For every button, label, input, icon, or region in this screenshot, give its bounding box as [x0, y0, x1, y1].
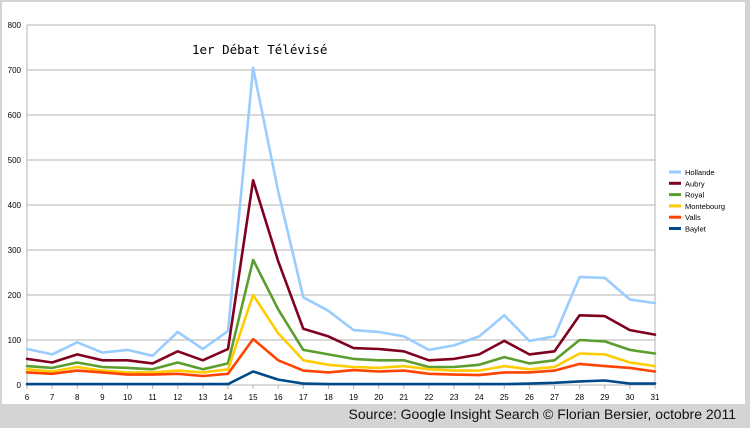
x-tick-label: 22	[424, 393, 433, 402]
x-tick-label: 18	[324, 393, 333, 402]
x-tick-label: 9	[100, 393, 105, 402]
x-tick-label: 19	[349, 393, 358, 402]
x-tick-label: 7	[50, 393, 55, 402]
series-lines	[25, 66, 657, 386]
x-tick-label: 24	[475, 393, 484, 402]
source-credit: Source: Google Insight Search © Florian …	[348, 406, 737, 422]
series-line-aubry	[25, 179, 657, 365]
legend-label-royal: Royal	[685, 191, 705, 200]
x-tick-label: 21	[399, 393, 408, 402]
line-chart: 0 100 200 300 400 500 600 700 800 6 7 8 9 10 11 12 13 14 1…	[8, 21, 725, 402]
axes: 0 100 200 300 400 500 600 700 800 6 7 8 9 10 11 12 13 14 1…	[8, 21, 660, 402]
y-tick-label: 400	[8, 201, 22, 210]
x-tick-label: 26	[525, 393, 534, 402]
series-line-montebourg	[25, 293, 657, 374]
y-tick-label: 500	[8, 156, 22, 165]
x-tick-label: 10	[123, 393, 132, 402]
x-tick-label: 29	[600, 393, 609, 402]
y-tick-label: 800	[8, 21, 22, 30]
series-line-valls	[25, 337, 657, 378]
x-tick-label: 8	[75, 393, 80, 402]
chart-panel: 0 100 200 300 400 500 600 700 800 6 7 8 9 10 11 12 13 14 1…	[2, 2, 745, 404]
legend: Hollande Aubry Royal Montebourg Valls Baylet	[669, 168, 725, 234]
x-tick-label: 11	[148, 393, 157, 402]
x-tick-label: 16	[274, 393, 283, 402]
x-tick-label: 27	[550, 393, 559, 402]
y-tick-label: 700	[8, 66, 22, 75]
y-tick-label: 600	[8, 111, 22, 120]
x-tick-label: 31	[651, 393, 660, 402]
x-tick-label: 6	[25, 393, 30, 402]
x-tick-label: 30	[625, 393, 634, 402]
x-tick-label: 12	[173, 393, 182, 402]
x-tick-label: 28	[575, 393, 584, 402]
legend-label-aubry: Aubry	[685, 179, 705, 188]
x-tick-label: 23	[450, 393, 459, 402]
x-tick-label: 13	[198, 393, 207, 402]
y-tick-label: 200	[8, 291, 22, 300]
series-line-royal	[25, 258, 657, 371]
legend-label-valls: Valls	[685, 213, 701, 222]
series-line-baylet	[25, 370, 657, 386]
legend-label-baylet: Baylet	[685, 225, 707, 234]
gridlines	[27, 24, 655, 386]
x-tick-label: 17	[299, 393, 308, 402]
y-tick-label: 0	[17, 381, 22, 390]
y-tick-label: 100	[8, 336, 22, 345]
x-tick-label: 25	[500, 393, 509, 402]
legend-label-hollande: Hollande	[685, 168, 715, 177]
x-tick-label: 14	[224, 393, 233, 402]
legend-label-montebourg: Montebourg	[685, 202, 725, 211]
x-tick-label: 20	[374, 393, 383, 402]
y-tick-label: 300	[8, 246, 22, 255]
chart-annotation: 1er Débat Télévisé	[192, 42, 327, 57]
x-tick-label: 15	[249, 393, 258, 402]
series-line-hollande	[25, 66, 657, 358]
